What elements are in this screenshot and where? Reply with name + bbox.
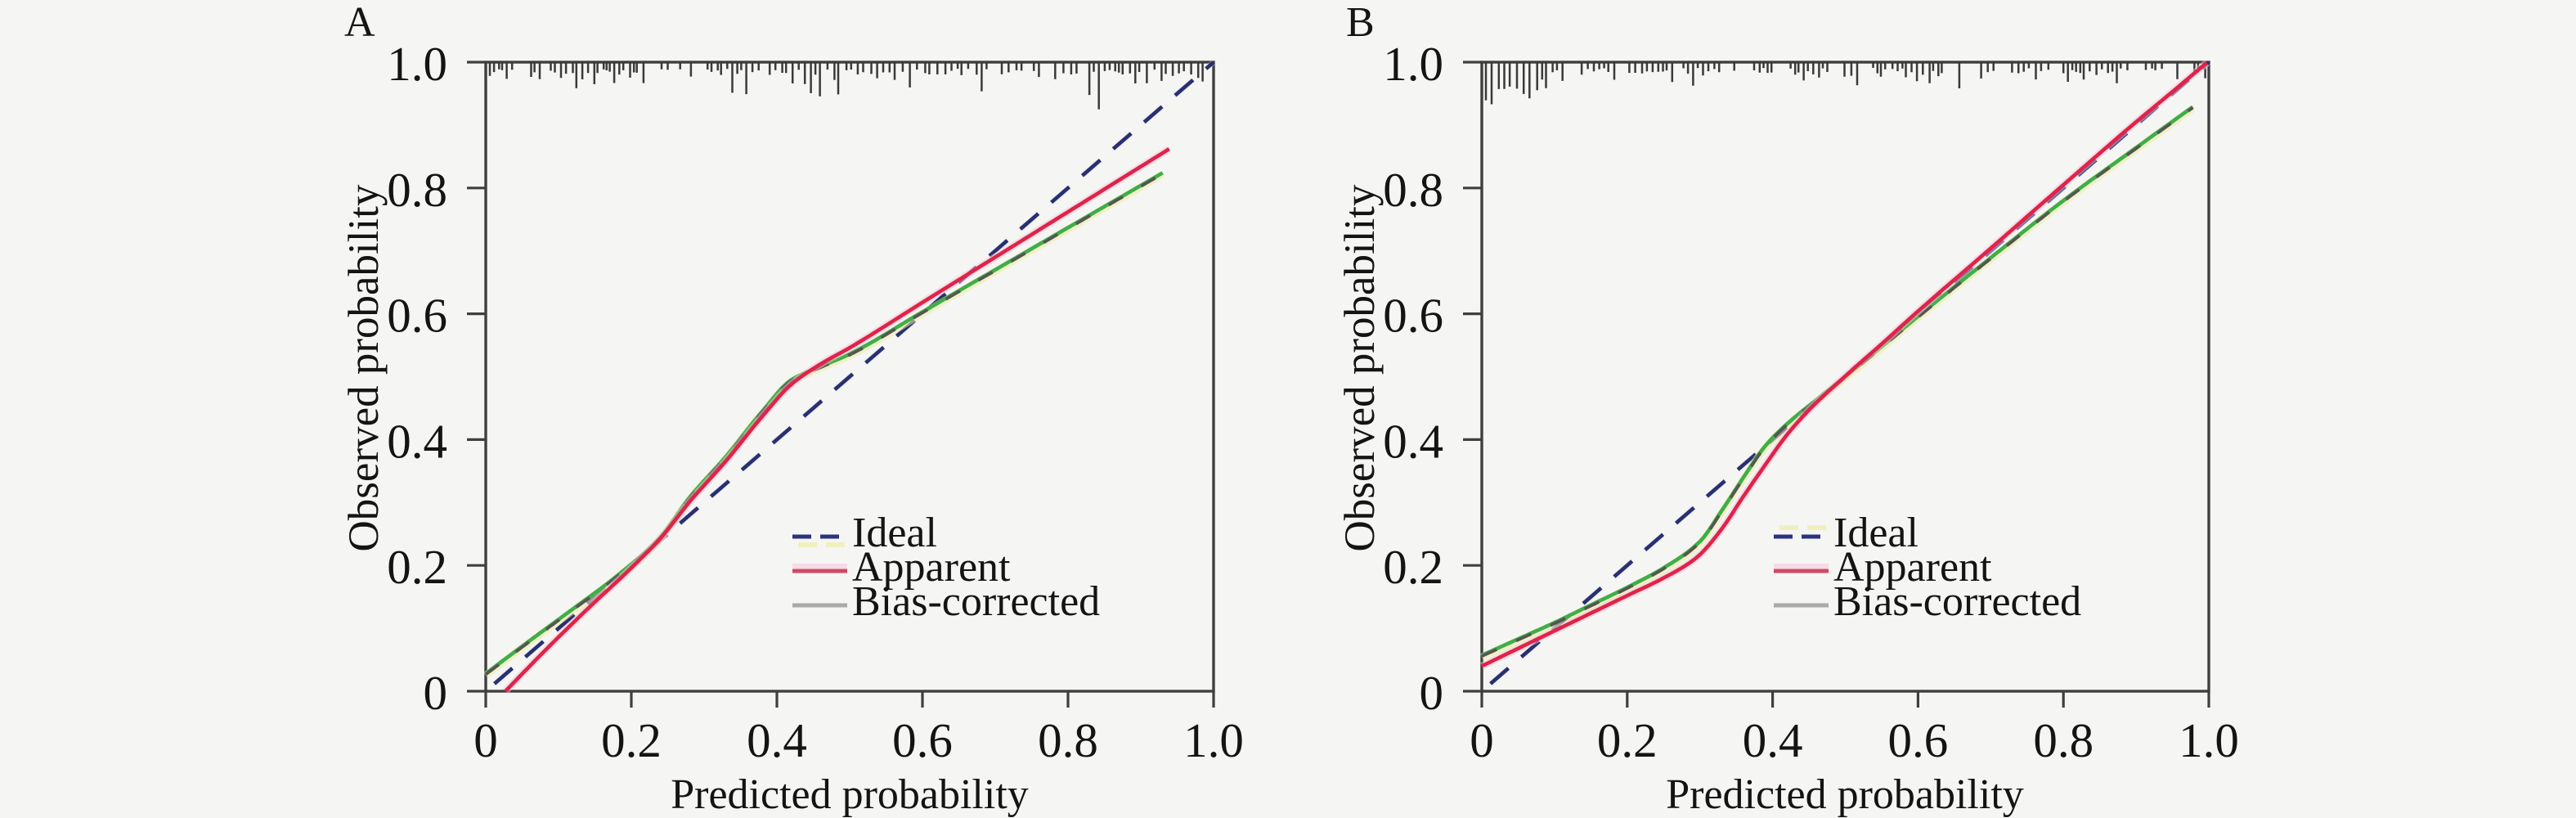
- svg-text:Apparent: Apparent: [1833, 544, 1992, 591]
- svg-text:0.6: 0.6: [1383, 289, 1443, 343]
- svg-text:0.2: 0.2: [387, 540, 447, 594]
- svg-text:0.4: 0.4: [1383, 414, 1443, 468]
- svg-text:0.8: 0.8: [1383, 163, 1443, 217]
- svg-text:0.6: 0.6: [892, 713, 953, 767]
- svg-text:1.0: 1.0: [2179, 713, 2239, 767]
- svg-text:A: A: [344, 0, 375, 46]
- svg-text:0.8: 0.8: [2033, 713, 2094, 767]
- svg-text:Bias-corrected: Bias-corrected: [852, 578, 1100, 625]
- svg-text:Apparent: Apparent: [852, 544, 1011, 591]
- svg-text:0.6: 0.6: [1888, 713, 1949, 767]
- svg-text:0.4: 0.4: [1743, 713, 1803, 767]
- svg-text:Observed probability: Observed probability: [340, 184, 388, 551]
- svg-text:Observed probability: Observed probability: [1336, 184, 1384, 551]
- svg-text:0: 0: [1470, 713, 1494, 767]
- svg-text:0.6: 0.6: [387, 289, 447, 343]
- svg-text:Bias-corrected: Bias-corrected: [1833, 578, 2081, 625]
- svg-text:0.2: 0.2: [1383, 540, 1443, 594]
- svg-text:Predicted probability: Predicted probability: [1666, 771, 2024, 818]
- svg-text:B: B: [1346, 0, 1375, 46]
- svg-text:Predicted probability: Predicted probability: [671, 771, 1029, 818]
- svg-text:0.4: 0.4: [387, 414, 447, 468]
- svg-text:0: 0: [1420, 666, 1444, 720]
- svg-text:1.0: 1.0: [1183, 713, 1244, 767]
- svg-text:Ideal: Ideal: [1833, 510, 1919, 556]
- svg-text:0: 0: [424, 666, 448, 720]
- svg-text:Ideal: Ideal: [852, 510, 937, 556]
- svg-text:1.0: 1.0: [387, 37, 447, 91]
- svg-text:0.4: 0.4: [747, 713, 807, 767]
- svg-text:0: 0: [473, 713, 498, 767]
- svg-text:0.2: 0.2: [601, 713, 662, 767]
- svg-text:0.8: 0.8: [1038, 713, 1098, 767]
- svg-text:1.0: 1.0: [1383, 37, 1443, 91]
- svg-text:0.2: 0.2: [1597, 713, 1658, 767]
- svg-text:0.8: 0.8: [387, 163, 447, 217]
